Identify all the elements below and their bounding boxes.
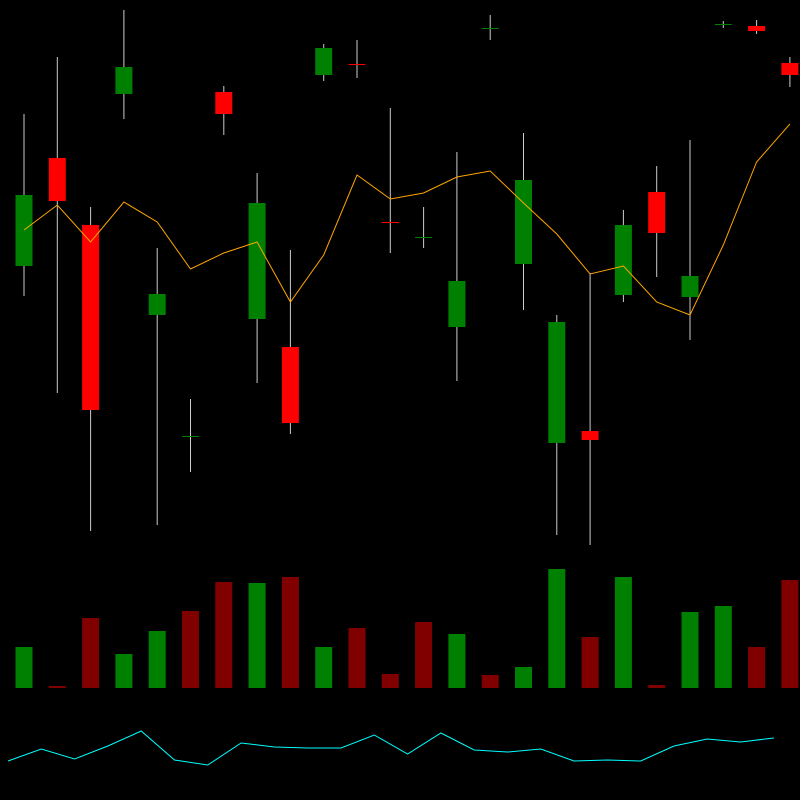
volume-bar (548, 569, 566, 688)
volume-bar (748, 647, 766, 688)
volume-bar (315, 647, 333, 688)
candle-body (481, 28, 499, 29)
volume-bar (448, 634, 466, 688)
volume-bar (648, 685, 666, 688)
candle-body (82, 225, 100, 410)
volume-bar (348, 628, 366, 688)
volume-bar (215, 582, 233, 688)
candle-body (348, 64, 366, 65)
moving-average (23, 123, 791, 316)
candle-body (648, 192, 666, 233)
candle-body (48, 158, 66, 201)
volume-bar (48, 686, 66, 688)
candle-body (315, 48, 333, 75)
candle-body (182, 436, 199, 437)
volume-bar (681, 612, 699, 688)
candle-body (681, 276, 699, 297)
candle-body (15, 195, 33, 266)
candle-body (115, 67, 133, 94)
candle-body (415, 237, 433, 238)
volume-bar (415, 622, 433, 688)
volume-bar (115, 654, 133, 688)
volume-bar (182, 611, 199, 688)
candle-body (748, 26, 766, 31)
candle-body (714, 24, 732, 25)
candle-body (548, 322, 566, 443)
candle-body (581, 431, 599, 440)
volume-bar (248, 583, 266, 688)
candle-body (381, 222, 399, 223)
volume-bar (481, 675, 499, 688)
volume-bar (381, 674, 399, 688)
volume-bar (714, 606, 732, 688)
indicator-line (7, 730, 774, 766)
candle-body (515, 180, 532, 264)
candle-body (248, 203, 266, 319)
volume-bar (82, 618, 100, 688)
volume-bar (781, 580, 799, 688)
candle-body (448, 281, 466, 327)
candle-body (215, 92, 233, 114)
volume-bar (581, 637, 599, 688)
volume-bar (148, 631, 166, 688)
candle-body (148, 294, 166, 315)
volume-bar (281, 577, 299, 688)
candle-body (281, 347, 299, 423)
candle-body (781, 63, 799, 75)
candle-body (614, 225, 632, 295)
volume-bar (614, 577, 632, 688)
volume-bar (15, 647, 33, 688)
volume-bar (515, 667, 532, 688)
